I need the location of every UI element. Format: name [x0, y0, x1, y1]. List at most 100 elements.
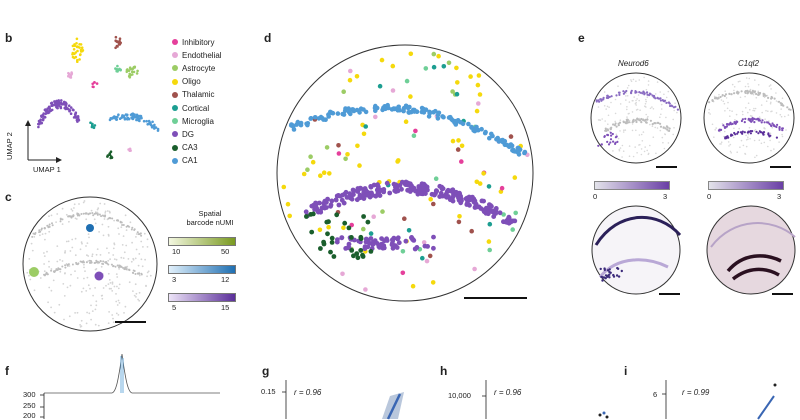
- umi-hotspot-blue: [86, 224, 94, 232]
- cell-dot: [427, 253, 433, 259]
- cell-dot: [413, 128, 418, 134]
- umap-point: [156, 129, 160, 132]
- umap-point: [74, 51, 77, 54]
- bead: [730, 93, 733, 96]
- f-tick-300: 300: [23, 390, 36, 399]
- umap-point: [67, 71, 70, 75]
- umap-point: [71, 53, 74, 56]
- insitu-cell: [616, 267, 620, 270]
- bead: [603, 135, 606, 138]
- bead: [770, 88, 772, 90]
- panel-i-plot: [662, 380, 777, 420]
- cell-dot: [287, 213, 292, 219]
- bead: [637, 94, 640, 96]
- bead: [721, 94, 724, 97]
- cell-dot: [312, 115, 318, 120]
- cell-dot: [329, 235, 335, 241]
- bead: [134, 273, 137, 275]
- bead: [749, 132, 752, 135]
- cell-dot: [455, 80, 460, 85]
- bead: [676, 108, 679, 111]
- cell-dot: [321, 170, 327, 175]
- bead: [748, 90, 751, 93]
- insitu-outline: [706, 205, 796, 295]
- insitu-cell: [600, 275, 603, 279]
- bead: [638, 79, 641, 81]
- insitu-cell: [601, 279, 604, 282]
- cell-dot: [486, 205, 492, 211]
- bead: [89, 212, 92, 215]
- cell-dot: [346, 225, 352, 231]
- bead: [108, 287, 111, 290]
- insitu-cell: [608, 276, 611, 279]
- bead: [122, 257, 125, 259]
- cell-dot: [487, 247, 492, 253]
- umap-point: [39, 121, 42, 125]
- legend-label: Microglia: [182, 116, 215, 126]
- bead: [645, 98, 647, 101]
- bead: [610, 95, 613, 98]
- bead: [732, 136, 735, 139]
- bead: [116, 285, 118, 288]
- cell-dot: [368, 249, 374, 254]
- bead: [636, 152, 638, 154]
- cell-dot: [343, 189, 349, 195]
- bead: [749, 108, 751, 111]
- cell-dot: [349, 222, 354, 228]
- umap-point: [114, 117, 117, 120]
- cell-dot: [490, 133, 495, 139]
- bead: [646, 117, 649, 119]
- bead: [79, 326, 82, 328]
- bead: [38, 229, 41, 232]
- cell-dot: [456, 219, 462, 225]
- cell-dot: [384, 180, 390, 186]
- cell-dot: [504, 220, 510, 225]
- bead: [708, 101, 711, 104]
- bead: [94, 308, 97, 311]
- bead: [747, 136, 749, 138]
- cell-dot: [349, 235, 354, 240]
- f-tick-250: 250: [23, 401, 36, 410]
- bead: [757, 90, 759, 93]
- bead: [634, 91, 637, 94]
- bead: [649, 119, 652, 122]
- insitu-cell: [599, 267, 602, 271]
- bead: [69, 284, 72, 287]
- bead: [623, 129, 625, 131]
- bead: [115, 219, 118, 222]
- legend-item-ca3: CA3: [172, 143, 198, 153]
- bead: [603, 91, 606, 93]
- cell-dot: [301, 171, 307, 177]
- umap-point: [138, 114, 142, 118]
- bead: [116, 264, 119, 267]
- cell-dot: [445, 187, 451, 193]
- bead: [66, 286, 69, 289]
- bead: [638, 117, 641, 120]
- cell-dot: [345, 152, 350, 157]
- cell-dot: [373, 193, 379, 199]
- cell-dot: [455, 147, 461, 152]
- bead: [113, 242, 116, 245]
- puck-outline-e: [590, 72, 682, 164]
- bead: [617, 85, 619, 87]
- bead: [649, 144, 651, 147]
- umap-point: [127, 69, 131, 73]
- bead: [719, 95, 722, 99]
- bead: [110, 263, 113, 266]
- cell-dot: [389, 242, 395, 248]
- bead: [665, 116, 667, 119]
- bead: [609, 128, 612, 131]
- cell-dot: [355, 187, 361, 193]
- bead: [727, 101, 729, 104]
- bead: [116, 304, 119, 306]
- cell-dot: [446, 60, 452, 66]
- bead: [30, 242, 33, 245]
- bead: [709, 113, 711, 115]
- legend-swatch: [172, 65, 178, 72]
- cell-dot: [435, 116, 441, 121]
- bead: [83, 266, 85, 269]
- bead: [103, 218, 106, 220]
- cell-dot: [427, 110, 432, 116]
- bead: [626, 106, 628, 108]
- bead: [659, 116, 661, 119]
